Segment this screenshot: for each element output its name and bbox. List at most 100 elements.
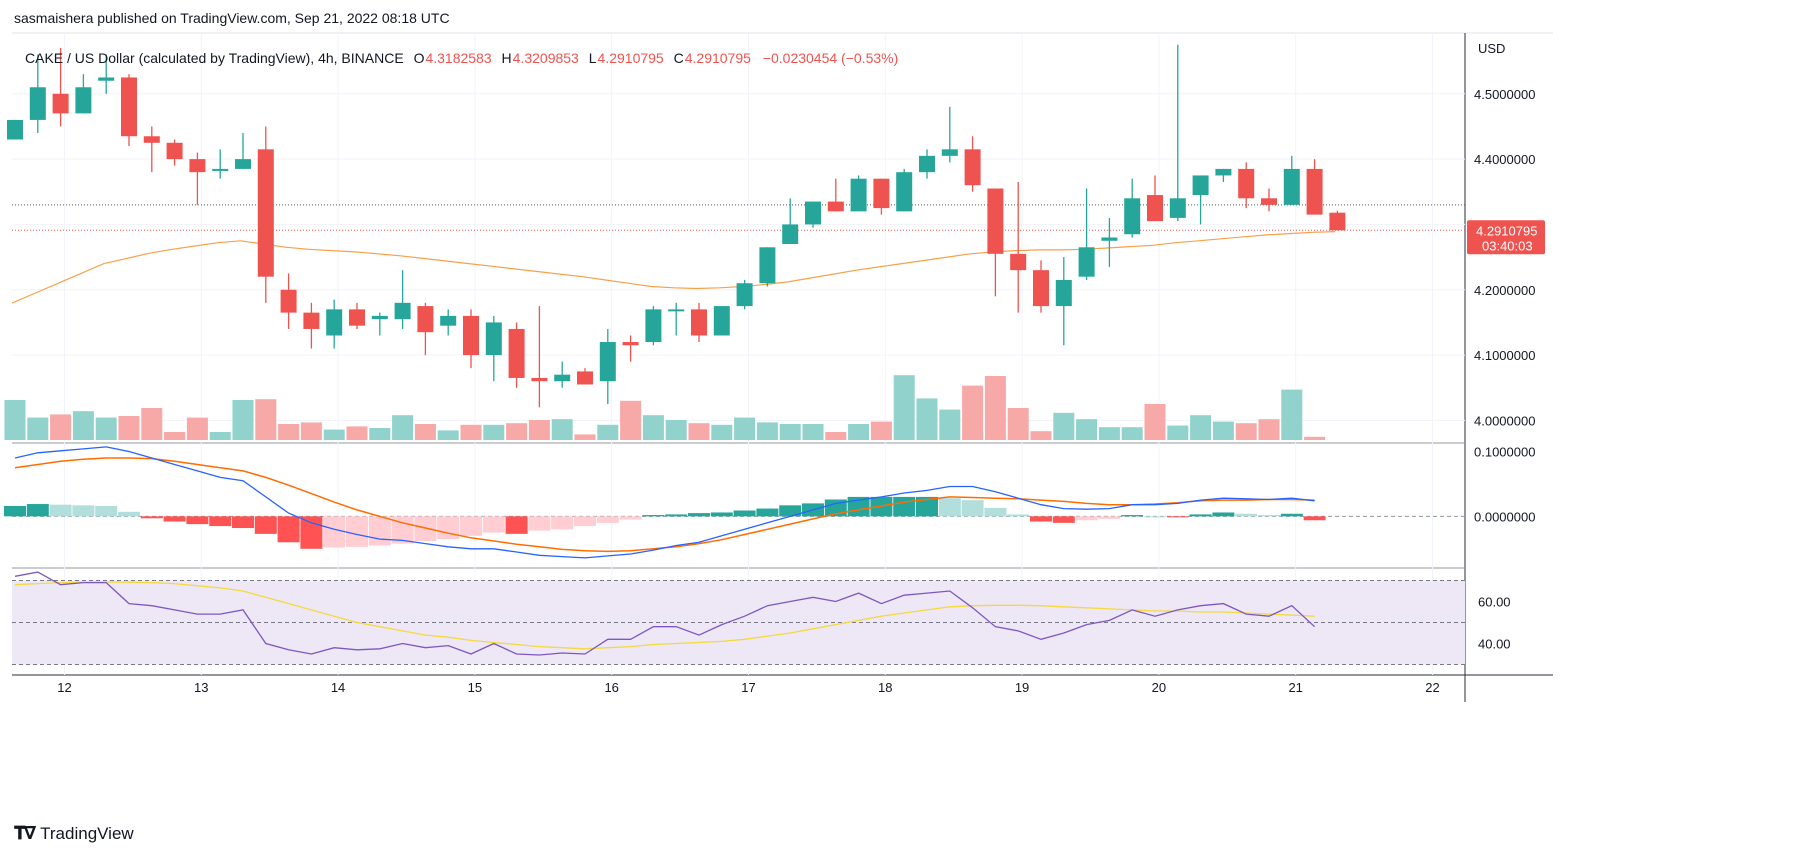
- volume-bar: [848, 424, 870, 440]
- high-label: H: [501, 50, 512, 66]
- volume-bar: [1167, 425, 1189, 440]
- bullish-candle: [713, 306, 730, 336]
- bullish-candle: [326, 309, 343, 336]
- bearish-candle: [531, 377, 548, 382]
- bullish-candle: [1055, 279, 1072, 307]
- macd-histogram-bar: [665, 514, 688, 517]
- macd-histogram-bar: [984, 507, 1007, 517]
- volume-bar: [186, 417, 208, 440]
- macd-histogram-bar: [1258, 515, 1280, 517]
- volume-bar: [528, 420, 550, 440]
- volume-bar: [1190, 415, 1212, 440]
- macd-histogram-bar: [1303, 516, 1326, 521]
- macd-histogram-bar: [574, 516, 596, 527]
- volume-bar: [962, 385, 984, 440]
- volume-bar: [1235, 423, 1257, 440]
- macd-histogram-bar: [186, 516, 209, 525]
- price-tick-label: 4.2000000: [1474, 283, 1535, 298]
- macd-histogram-bar: [528, 516, 551, 531]
- macd-tick-label: 0.0000000: [1474, 509, 1535, 524]
- bullish-candle: [1169, 198, 1186, 218]
- bullish-candle: [485, 322, 502, 356]
- bullish-candle: [782, 224, 799, 245]
- volume-bar: [506, 423, 528, 440]
- bearish-candle: [964, 149, 981, 186]
- macd-histogram-bar: [368, 516, 391, 546]
- bullish-candle: [212, 168, 229, 171]
- moving-average-path: [11, 231, 1336, 304]
- macd-histogram-bar: [1235, 513, 1258, 517]
- macd-histogram-bar: [1007, 514, 1030, 517]
- macd-histogram-bar: [4, 505, 26, 517]
- macd-histogram-bar: [756, 508, 779, 517]
- currency-label: USD: [1478, 41, 1505, 56]
- time-tick-label: 13: [194, 680, 208, 695]
- volume-bar: [939, 409, 961, 440]
- bullish-candle: [440, 315, 457, 326]
- macd-histogram-bar: [893, 496, 916, 517]
- macd-histogram-bar: [118, 511, 140, 517]
- volume-bar: [756, 422, 778, 440]
- volume-bar: [1121, 427, 1143, 440]
- bearish-candle: [508, 328, 525, 378]
- macd-histogram-bar: [209, 516, 232, 527]
- macd-histogram-bar: [346, 516, 368, 547]
- price-tick-label: 4.5000000: [1474, 87, 1535, 102]
- macd-histogram-bar: [1280, 513, 1303, 517]
- volume-bar: [574, 434, 596, 440]
- bearish-candle: [143, 136, 160, 143]
- moving-average-line: [11, 231, 1336, 304]
- volume-bar: [734, 417, 756, 440]
- bullish-candle: [554, 374, 571, 382]
- macd-histogram-bar: [938, 498, 961, 517]
- volume-bar: [1258, 419, 1280, 440]
- tradingview-brand[interactable]: 𝐓∇ TradingView: [14, 823, 134, 844]
- macd-histogram-bar: [551, 516, 574, 530]
- volume-bar: [870, 421, 892, 440]
- price-axis[interactable]: USD 4.5000000 4.4000000 4.2000000 4.1000000 4…: [1467, 41, 1545, 652]
- macd-histogram-bar: [95, 505, 118, 517]
- bearish-candle: [280, 289, 297, 313]
- price-tick-label: 4.4000000: [1474, 152, 1535, 167]
- bearish-candle: [166, 142, 183, 160]
- bearish-candle: [189, 159, 206, 173]
- time-tick-label: 21: [1288, 680, 1302, 695]
- bullish-candle: [805, 201, 821, 225]
- bearish-candle: [873, 178, 890, 209]
- bullish-candle: [736, 283, 753, 307]
- bearish-candle: [987, 188, 1004, 254]
- time-tick-label: 17: [741, 680, 755, 695]
- volume-bar: [72, 411, 94, 440]
- volume-bar: [825, 432, 847, 440]
- volume-bar: [1007, 408, 1029, 440]
- volume-bar: [1098, 427, 1120, 440]
- bearish-candle: [417, 306, 434, 333]
- rsi-tick-label: 60.00: [1478, 595, 1511, 610]
- macd-histogram-bar: [482, 516, 505, 533]
- bullish-candle: [759, 247, 776, 284]
- macd-histogram-bar: [1052, 516, 1075, 523]
- bullish-candle: [896, 172, 913, 212]
- bullish-candle: [668, 309, 685, 312]
- low-label: L: [588, 50, 597, 66]
- volume-bar: [1144, 404, 1166, 440]
- volume-bar: [1281, 389, 1303, 440]
- volume-bar: [483, 424, 505, 440]
- bullish-candle: [98, 77, 115, 81]
- macd-histogram-bar: [596, 516, 619, 523]
- macd-histogram-bar: [72, 505, 95, 517]
- bullish-candle: [235, 159, 251, 169]
- bullish-candle: [919, 155, 935, 173]
- volume-bar: [1030, 431, 1052, 440]
- volume-bar: [95, 417, 117, 440]
- bullish-candle: [941, 149, 958, 156]
- last-price-value: 4.2910795: [1476, 223, 1537, 238]
- bearish-candle: [1033, 270, 1049, 307]
- macd-histogram-bar: [460, 516, 482, 536]
- symbol-title: CAKE / US Dollar (calculated by TradingV…: [25, 50, 404, 66]
- macd-histogram-bar: [1212, 512, 1235, 517]
- time-axis[interactable]: 12 13 14 15 16 17 18 19 20 21 22: [57, 680, 1439, 695]
- brand-name: TradingView: [40, 823, 134, 843]
- bearish-candle: [1306, 168, 1323, 215]
